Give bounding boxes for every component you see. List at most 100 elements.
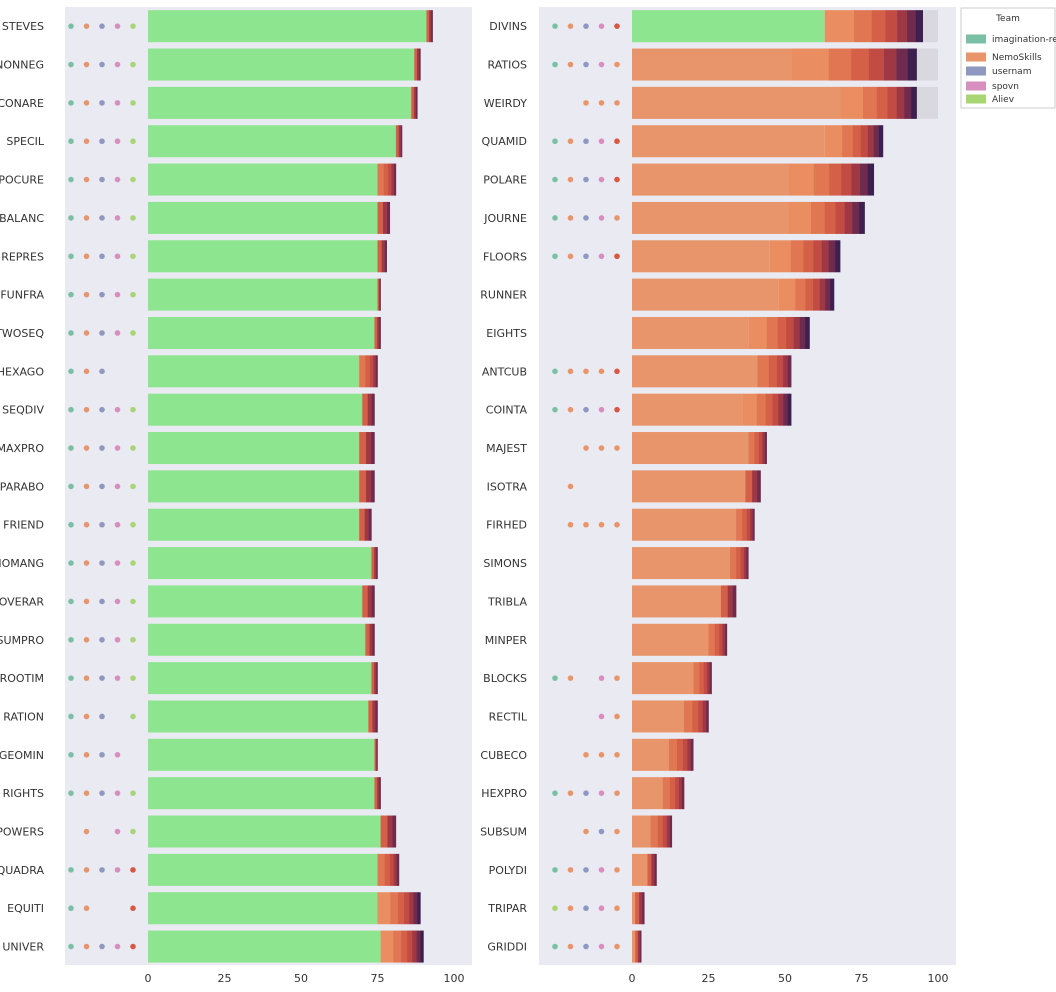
- legend-items: imagination-research NemoSkills usernam spo…: [966, 34, 1056, 105]
- bar-stack-segment: [764, 432, 767, 465]
- team-dot: [114, 406, 121, 413]
- legend-swatch: [966, 66, 986, 76]
- team-dot: [99, 138, 105, 145]
- bar-stack-segment: [840, 86, 864, 119]
- team-dot: [567, 867, 574, 873]
- bar-stack-segment: [787, 393, 792, 426]
- category-label: GEOMIN: [0, 749, 44, 762]
- team-dot: [114, 598, 121, 605]
- team-dot: [583, 61, 589, 68]
- bar-stack-segment: [714, 623, 720, 656]
- bar-stack-segment: [359, 355, 366, 388]
- legend-label: imagination-research: [992, 35, 1056, 45]
- category-label: CONARE: [0, 97, 44, 110]
- team-dot: [583, 521, 589, 528]
- bar-stack-segment: [675, 777, 680, 810]
- bar-stack-segment: [793, 316, 800, 349]
- team-dot: [598, 406, 605, 413]
- x-tick-label: 50: [294, 972, 308, 985]
- team-dot: [114, 943, 121, 950]
- team-dot: [130, 406, 136, 413]
- bar-stack-segment: [907, 48, 917, 81]
- team-dot: [598, 905, 605, 912]
- bar-base-segment: [148, 623, 366, 656]
- team-dot: [114, 291, 121, 298]
- team-dot: [99, 867, 105, 873]
- bar-stack-segment: [367, 585, 373, 618]
- bar-base-segment: [148, 930, 381, 963]
- bar-stack-segment: [748, 316, 767, 349]
- bar-stack-segment: [813, 240, 823, 273]
- team-dot: [598, 23, 605, 29]
- team-dot: [99, 483, 105, 490]
- legend: Team imagination-research NemoSkills usern…: [960, 7, 1056, 109]
- bar-stack-segment: [811, 201, 826, 234]
- team-dot: [614, 100, 620, 106]
- bar-stack-segment: [417, 892, 421, 925]
- category-label: MINPER: [485, 634, 528, 647]
- legend-swatch: [966, 34, 986, 44]
- bar-stack-segment: [842, 125, 853, 158]
- bar-stack-segment: [788, 163, 815, 196]
- bar-stack-segment: [415, 86, 418, 119]
- bar-stack-segment: [727, 585, 733, 618]
- bar-stack-segment: [365, 623, 370, 656]
- bar-stack-segment: [819, 278, 826, 311]
- bar-stack-segment: [868, 48, 885, 81]
- bar-stack-segment: [743, 547, 747, 580]
- bar-stack-segment: [413, 892, 418, 925]
- team-dot: [99, 291, 105, 298]
- team-dot: [68, 713, 74, 720]
- bar-stack-segment: [835, 201, 845, 234]
- category-label: UNIVER: [2, 941, 44, 954]
- category-label: POWERS: [0, 826, 44, 839]
- bar-stack-segment: [867, 125, 874, 158]
- team-dot: [99, 560, 105, 566]
- category-label: FIRHED: [486, 519, 527, 532]
- team-dot: [130, 598, 136, 605]
- team-dot: [130, 943, 136, 950]
- team-dot: [552, 905, 558, 912]
- bar-base-segment: [632, 316, 749, 349]
- team-dot: [567, 790, 574, 796]
- bar-stack-segment: [907, 10, 917, 43]
- category-label: RATIOS: [488, 59, 527, 72]
- x-tick-label: 50: [778, 972, 792, 985]
- team-dot: [552, 215, 558, 221]
- team-dot: [130, 100, 136, 106]
- team-dot: [114, 138, 121, 145]
- team-dot: [68, 138, 74, 145]
- team-dot: [567, 23, 574, 29]
- team-dot: [83, 215, 90, 221]
- legend-swatch: [966, 81, 986, 91]
- bar-stack-segment: [756, 393, 766, 426]
- bar-stack-segment: [709, 662, 712, 695]
- team-dot: [583, 138, 589, 145]
- team-dot: [83, 675, 90, 681]
- category-label: QUAMID: [482, 135, 527, 148]
- team-dot: [567, 176, 574, 183]
- team-dot: [598, 675, 605, 681]
- bar-stack-segment: [859, 201, 865, 234]
- bar-stack-segment: [371, 393, 375, 426]
- bar-stack-segment: [878, 125, 884, 158]
- bar-stack-segment: [786, 316, 794, 349]
- bar-base-segment: [632, 86, 841, 119]
- bar-stack-segment: [381, 240, 385, 273]
- bar-stack-segment: [407, 930, 413, 963]
- bar-stack-segment: [365, 355, 371, 388]
- team-dot: [68, 560, 74, 566]
- bar-stack-segment: [828, 48, 852, 81]
- category-label: SEQDIV: [2, 404, 44, 417]
- team-dot: [130, 828, 136, 835]
- team-dot: [99, 675, 105, 681]
- category-label: RATION: [3, 710, 44, 723]
- category-label: ISOTRA: [487, 480, 528, 493]
- team-dot: [583, 790, 589, 796]
- bar-stack-segment: [896, 86, 905, 119]
- bar-stack-segment: [708, 623, 716, 656]
- team-dot: [114, 867, 121, 873]
- left-chart-panel: STEVES NONNEG CONARE SPECIL POCURE BALANC REPR…: [0, 7, 472, 985]
- bar-stack-segment: [776, 355, 784, 388]
